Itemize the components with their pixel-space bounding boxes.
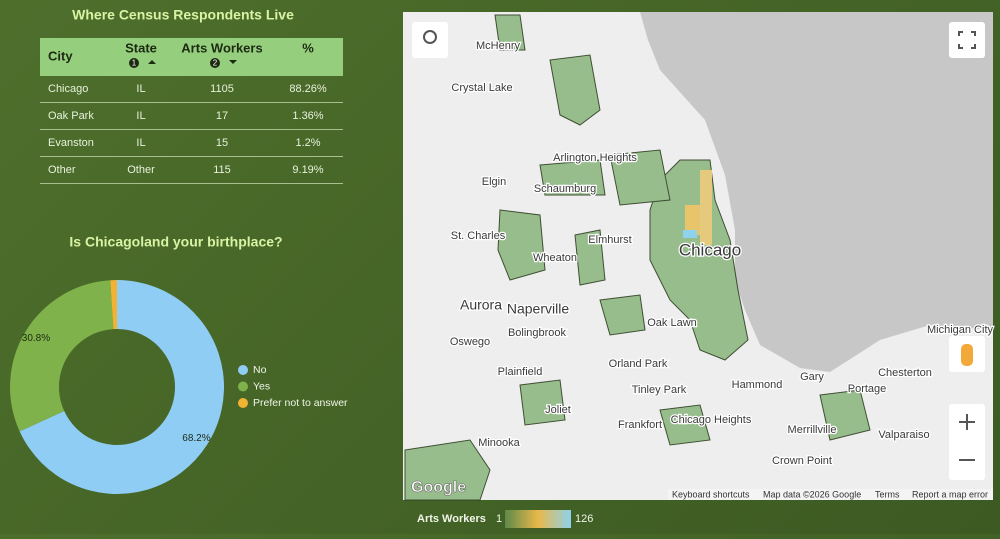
map-place-label: Crown Point [772, 455, 832, 467]
table-cell: Other [127, 164, 155, 176]
map-place-label: McHenry [476, 40, 521, 52]
map-place-label: Arlington Heights [553, 152, 637, 164]
table-cell: 1105 [210, 83, 234, 95]
map-legend-max: 126 [575, 513, 593, 525]
map-place-label: Portage [848, 383, 887, 395]
table-header [40, 38, 343, 76]
chart-title: Is Chicagoland your birthplace? [69, 234, 282, 250]
map-place-label: Oak Lawn [647, 317, 697, 329]
map-place-label: Minooka [478, 437, 520, 449]
map-place-label: Naperville [507, 301, 569, 317]
data-label: 68.2% [182, 433, 210, 444]
table-cell: Evanston [48, 137, 94, 149]
map-place-label: Bolingbrook [508, 327, 567, 339]
zoom-in[interactable] [959, 414, 975, 430]
legend-swatch [238, 381, 248, 392]
map-place-label: Elmhurst [588, 234, 631, 246]
map-place-label: Hammond [732, 379, 783, 391]
map-footer-link: Keyboard shortcuts [672, 489, 750, 499]
pie-slice [110, 280, 117, 330]
map [403, 12, 993, 501]
legend-label: No [253, 364, 267, 376]
column-header: State [125, 40, 157, 55]
column-header: City [48, 48, 73, 63]
fullscreen-button[interactable] [949, 22, 985, 58]
table-cell: 1.2% [295, 137, 320, 149]
sort-arrow [148, 60, 156, 64]
map-legend-min: 1 [496, 513, 502, 525]
legend-swatch [238, 398, 248, 408]
map-place-label: Chicago Heights [671, 414, 752, 426]
table-cell: IL [136, 137, 145, 149]
table-cell: IL [136, 83, 145, 95]
map-place-label: Plainfield [498, 366, 543, 378]
table-cell: 115 [213, 164, 231, 176]
table-cell: 1.36% [292, 110, 323, 122]
table-cell: Chicago [48, 83, 88, 95]
pie-slice [19, 280, 224, 494]
region-high [685, 205, 700, 235]
sort-arrow [229, 60, 237, 64]
table-cell: Oak Park [48, 110, 94, 122]
pegman-icon [961, 344, 973, 366]
map-place-label: Orland Park [609, 358, 668, 370]
table-cell: 17 [216, 110, 228, 122]
map-place-label: Joliet [545, 404, 571, 416]
legend-swatch [238, 365, 248, 375]
map-place-label: Chicago [679, 240, 741, 259]
map-place-label: St. Charles [451, 230, 506, 242]
map-footer-bg [668, 489, 993, 500]
map-place-label: Valparaiso [878, 429, 929, 441]
location-icon [423, 30, 437, 44]
map-place-label: Frankfort [618, 419, 662, 431]
map-place-label: Wheaton [533, 252, 577, 264]
pie-slice [9, 280, 114, 432]
region-shapes [404, 14, 871, 501]
map-place-label: Schaumburg [534, 183, 596, 195]
sort-badge [210, 58, 220, 68]
fullscreen-icon [958, 31, 976, 49]
sort-badge-number: 1 [132, 59, 137, 68]
map-place-label: Aurora [460, 297, 502, 313]
legend-label: Prefer not to answer [253, 397, 348, 409]
zoom-control [949, 404, 985, 480]
map-place-label: Oswego [450, 336, 490, 348]
table-cell: IL [136, 110, 145, 122]
sort-badge [129, 58, 139, 68]
map-place-label: Gary [800, 371, 824, 383]
map-legend-gradient [505, 510, 571, 528]
table-cell: 88.26% [289, 83, 327, 95]
map-place-label: Chesterton [878, 367, 932, 379]
location-button[interactable] [412, 22, 448, 58]
table-title: Where Census Respondents Live [72, 7, 294, 23]
map-place-label: Michigan City [927, 324, 994, 336]
region-high [700, 170, 712, 245]
legend-label: Yes [253, 380, 270, 392]
table-cell: 9.19% [292, 164, 323, 176]
map-legend-title: Arts Workers [417, 513, 486, 525]
column-header: Arts Workers [181, 40, 262, 55]
map-logo: Google [411, 479, 466, 496]
map-footer-link: Terms [875, 489, 900, 499]
map-footer-link: Map data ©2026 Google [763, 489, 861, 499]
sort-badge-number: 2 [213, 59, 218, 68]
lake [640, 12, 993, 372]
data-label: 30.8% [22, 333, 50, 344]
map-place-label: Merrillville [788, 424, 837, 436]
column-header: % [302, 40, 314, 55]
table-cell: 15 [216, 137, 228, 149]
table-cell: Other [48, 164, 76, 176]
map-footer-link: Report a map error [912, 489, 988, 499]
map-place-label: Crystal Lake [451, 82, 512, 94]
map-place-label: Elgin [482, 176, 506, 188]
map-place-label: Tinley Park [632, 384, 687, 396]
region-max [683, 230, 697, 238]
